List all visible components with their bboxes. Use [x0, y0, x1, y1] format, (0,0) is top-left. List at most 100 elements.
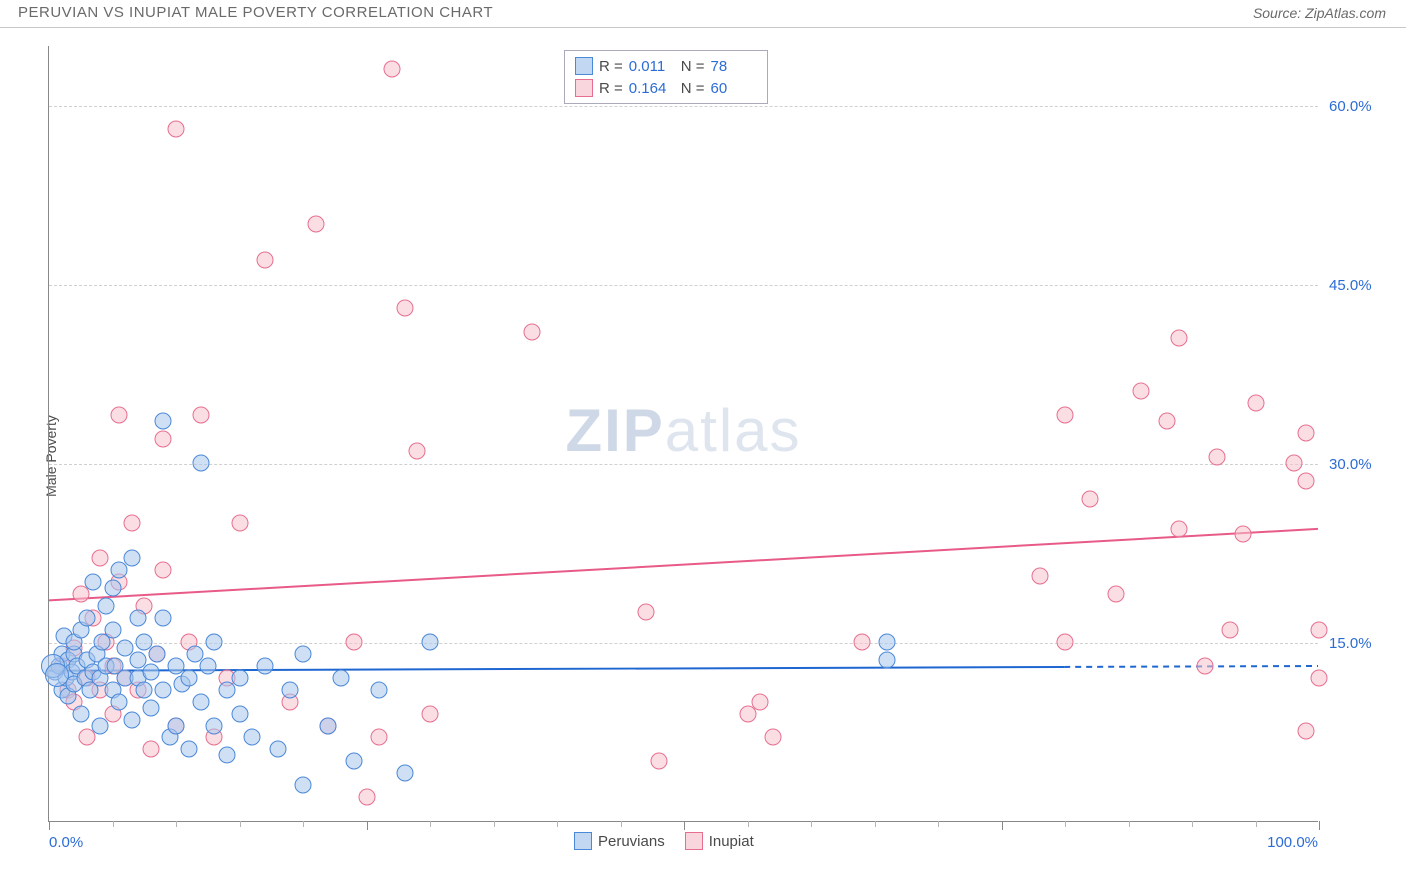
- data-point-peruvians: [218, 747, 235, 764]
- data-point-inupiat: [853, 633, 870, 650]
- n-label: N =: [681, 58, 705, 75]
- n-label: N =: [681, 80, 705, 97]
- data-point-peruvians: [85, 574, 102, 591]
- data-point-peruvians: [422, 633, 439, 650]
- data-point-peruvians: [231, 669, 248, 686]
- source-prefix: Source:: [1253, 5, 1305, 21]
- data-point-inupiat: [1247, 395, 1264, 412]
- y-tick-label: 15.0%: [1329, 635, 1372, 652]
- data-point-inupiat: [345, 633, 362, 650]
- data-point-inupiat: [155, 562, 172, 579]
- x-tick-label: 100.0%: [1267, 834, 1318, 851]
- data-point-peruvians: [282, 681, 299, 698]
- swatch-inupiat: [685, 832, 703, 850]
- data-point-peruvians: [142, 699, 159, 716]
- data-point-inupiat: [168, 120, 185, 137]
- data-point-inupiat: [396, 299, 413, 316]
- data-point-inupiat: [1298, 425, 1315, 442]
- legend-item-peruvians: Peruvians: [574, 832, 665, 850]
- data-point-peruvians: [396, 765, 413, 782]
- data-point-peruvians: [295, 777, 312, 794]
- y-tick-label: 45.0%: [1329, 277, 1372, 294]
- watermark-atlas: atlas: [665, 397, 802, 464]
- data-point-inupiat: [1171, 329, 1188, 346]
- data-point-inupiat: [155, 430, 172, 447]
- n-value-inupiat: 60: [711, 80, 757, 97]
- data-point-inupiat: [1158, 413, 1175, 430]
- data-point-inupiat: [1133, 383, 1150, 400]
- data-point-inupiat: [1171, 520, 1188, 537]
- data-point-inupiat: [1222, 622, 1239, 639]
- data-point-peruvians: [123, 550, 140, 567]
- data-point-peruvians: [155, 610, 172, 627]
- data-point-peruvians: [180, 669, 197, 686]
- data-point-inupiat: [371, 729, 388, 746]
- data-point-peruvians: [193, 454, 210, 471]
- watermark: ZIPatlas: [565, 396, 801, 465]
- data-point-peruvians: [269, 741, 286, 758]
- source-link[interactable]: ZipAtlas.com: [1305, 5, 1386, 21]
- swatch-peruvians: [574, 832, 592, 850]
- data-point-peruvians: [148, 645, 165, 662]
- swatch-inupiat: [575, 79, 593, 97]
- data-point-peruvians: [136, 681, 153, 698]
- scatter-plot: ZIPatlas 15.0%30.0%45.0%60.0%0.0%100.0%: [48, 46, 1318, 822]
- data-point-peruvians: [333, 669, 350, 686]
- data-point-peruvians: [104, 580, 121, 597]
- data-point-peruvians: [206, 717, 223, 734]
- chart-source: Source: ZipAtlas.com: [1253, 5, 1386, 21]
- legend-item-inupiat: Inupiat: [685, 832, 754, 850]
- data-point-peruvians: [91, 717, 108, 734]
- y-tick-label: 60.0%: [1329, 98, 1372, 115]
- legend-row-peruvians: R = 0.011 N = 78: [575, 55, 757, 77]
- n-value-peruvians: 78: [711, 58, 757, 75]
- data-point-inupiat: [142, 741, 159, 758]
- data-point-peruvians: [129, 610, 146, 627]
- data-point-inupiat: [91, 550, 108, 567]
- data-point-inupiat: [1209, 448, 1226, 465]
- data-point-peruvians: [199, 657, 216, 674]
- data-point-inupiat: [1311, 669, 1328, 686]
- legend-correlation: R = 0.011 N = 78 R = 0.164 N = 60: [564, 50, 768, 104]
- data-point-inupiat: [383, 60, 400, 77]
- data-point-inupiat: [110, 407, 127, 424]
- data-point-inupiat: [1031, 568, 1048, 585]
- chart-title: PERUVIAN VS INUPIAT MALE POVERTY CORRELA…: [18, 4, 493, 21]
- data-point-inupiat: [1285, 454, 1302, 471]
- data-point-inupiat: [256, 251, 273, 268]
- r-label: R =: [599, 80, 623, 97]
- data-point-inupiat: [307, 216, 324, 233]
- data-point-inupiat: [1196, 657, 1213, 674]
- legend-label-inupiat: Inupiat: [709, 833, 754, 850]
- y-tick-label: 30.0%: [1329, 456, 1372, 473]
- data-point-inupiat: [358, 789, 375, 806]
- data-point-inupiat: [523, 323, 540, 340]
- data-point-inupiat: [409, 442, 426, 459]
- legend-series: Peruvians Inupiat: [574, 832, 754, 850]
- data-point-peruvians: [879, 633, 896, 650]
- watermark-zip: ZIP: [565, 397, 664, 464]
- data-point-peruvians: [142, 663, 159, 680]
- data-point-inupiat: [1298, 472, 1315, 489]
- data-point-inupiat: [1234, 526, 1251, 543]
- x-tick-label: 0.0%: [49, 834, 83, 851]
- data-point-peruvians: [180, 741, 197, 758]
- data-point-peruvians: [206, 633, 223, 650]
- data-point-inupiat: [123, 514, 140, 531]
- data-point-peruvians: [168, 717, 185, 734]
- data-point-peruvians: [879, 651, 896, 668]
- r-value-peruvians: 0.011: [629, 58, 675, 75]
- data-point-peruvians: [79, 610, 96, 627]
- data-point-inupiat: [1057, 407, 1074, 424]
- data-point-inupiat: [1311, 622, 1328, 639]
- data-point-peruvians: [45, 663, 69, 687]
- data-point-inupiat: [231, 514, 248, 531]
- data-point-inupiat: [1107, 586, 1124, 603]
- data-point-peruvians: [155, 413, 172, 430]
- data-point-inupiat: [650, 753, 667, 770]
- legend-label-peruvians: Peruvians: [598, 833, 665, 850]
- data-point-peruvians: [123, 711, 140, 728]
- data-point-inupiat: [752, 693, 769, 710]
- data-point-peruvians: [295, 645, 312, 662]
- data-point-peruvians: [155, 681, 172, 698]
